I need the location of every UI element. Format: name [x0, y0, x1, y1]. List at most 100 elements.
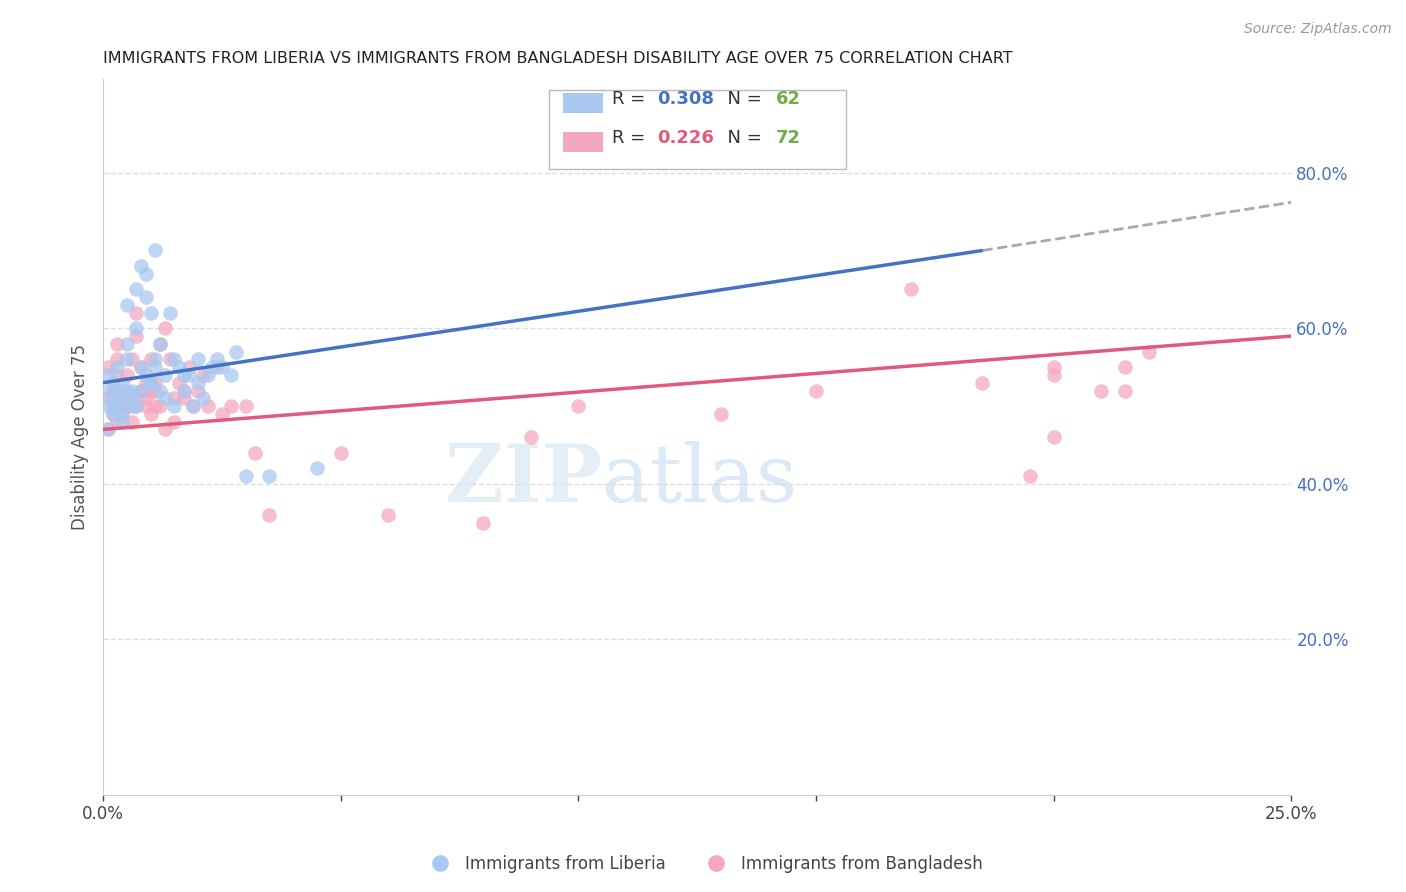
Point: [159, 306, 181, 320]
Point: [121, 415, 143, 429]
Point: [201, 360, 224, 375]
Point: [145, 244, 167, 258]
Point: [111, 415, 134, 429]
Point: [101, 407, 124, 421]
Point: [139, 407, 162, 421]
Text: R =: R =: [612, 90, 651, 108]
Point: [105, 352, 128, 367]
Point: [121, 392, 143, 406]
Point: [139, 306, 162, 320]
Point: [972, 376, 994, 390]
Point: [173, 384, 195, 398]
Point: [145, 360, 167, 375]
Point: [121, 384, 143, 398]
Point: [125, 329, 148, 343]
Point: [125, 282, 148, 296]
Point: [111, 384, 134, 398]
Point: [121, 399, 143, 413]
Point: [145, 384, 167, 398]
Point: [804, 384, 827, 398]
Point: [129, 384, 152, 398]
Point: [129, 259, 152, 273]
Point: [153, 422, 176, 436]
Point: [159, 352, 181, 367]
Point: [105, 399, 128, 413]
Point: [187, 376, 209, 390]
Point: [163, 352, 186, 367]
Point: [129, 384, 152, 398]
Point: [145, 376, 167, 390]
Point: [121, 352, 143, 367]
Point: [129, 360, 152, 375]
Point: [472, 516, 495, 530]
Point: [221, 399, 243, 413]
Point: [135, 290, 157, 304]
Point: [111, 392, 134, 406]
Text: 62: 62: [776, 90, 801, 108]
Point: [1042, 430, 1064, 444]
Text: 0.308: 0.308: [657, 90, 714, 108]
Point: [235, 399, 257, 413]
Text: N =: N =: [716, 129, 768, 147]
Point: [111, 392, 134, 406]
Text: N =: N =: [716, 90, 768, 108]
Point: [139, 352, 162, 367]
Point: [101, 407, 124, 421]
Point: [135, 376, 157, 390]
Point: [221, 368, 243, 382]
Point: [139, 376, 162, 390]
Point: [135, 267, 157, 281]
Point: [115, 336, 138, 351]
Point: [187, 352, 209, 367]
Point: [163, 415, 186, 429]
Point: [1114, 360, 1136, 375]
Point: [173, 392, 195, 406]
Point: [97, 422, 120, 436]
Point: [710, 407, 733, 421]
Point: [163, 399, 186, 413]
Point: [191, 392, 214, 406]
Point: [97, 360, 120, 375]
Point: [177, 368, 200, 382]
Point: [153, 392, 176, 406]
Point: [145, 352, 167, 367]
Point: [1090, 384, 1112, 398]
Point: [167, 376, 190, 390]
FancyBboxPatch shape: [548, 90, 846, 169]
Point: [173, 368, 195, 382]
Point: [173, 384, 195, 398]
Point: [101, 392, 124, 406]
Point: [145, 399, 167, 413]
Point: [139, 384, 162, 398]
Point: [97, 368, 120, 382]
Point: [177, 360, 200, 375]
Point: [1019, 469, 1042, 483]
Point: [149, 336, 172, 351]
Point: [101, 384, 124, 398]
Point: [197, 399, 219, 413]
Point: [153, 368, 176, 382]
Point: [101, 399, 124, 413]
Point: [205, 352, 228, 367]
Point: [115, 399, 138, 413]
Point: [225, 344, 247, 359]
Point: [900, 282, 922, 296]
Point: [115, 368, 138, 382]
Point: [149, 336, 172, 351]
FancyBboxPatch shape: [562, 132, 603, 153]
Point: [520, 430, 543, 444]
Point: [105, 368, 128, 382]
Point: [105, 399, 128, 413]
Point: [135, 399, 157, 413]
Point: [163, 392, 186, 406]
Point: [111, 407, 134, 421]
Point: [105, 360, 128, 375]
Point: [97, 399, 120, 413]
Point: [135, 392, 157, 406]
Point: [105, 415, 128, 429]
Point: [97, 392, 120, 406]
Point: [1042, 368, 1064, 382]
Point: [97, 384, 120, 398]
Point: [115, 352, 138, 367]
Text: 0.226: 0.226: [657, 129, 714, 147]
